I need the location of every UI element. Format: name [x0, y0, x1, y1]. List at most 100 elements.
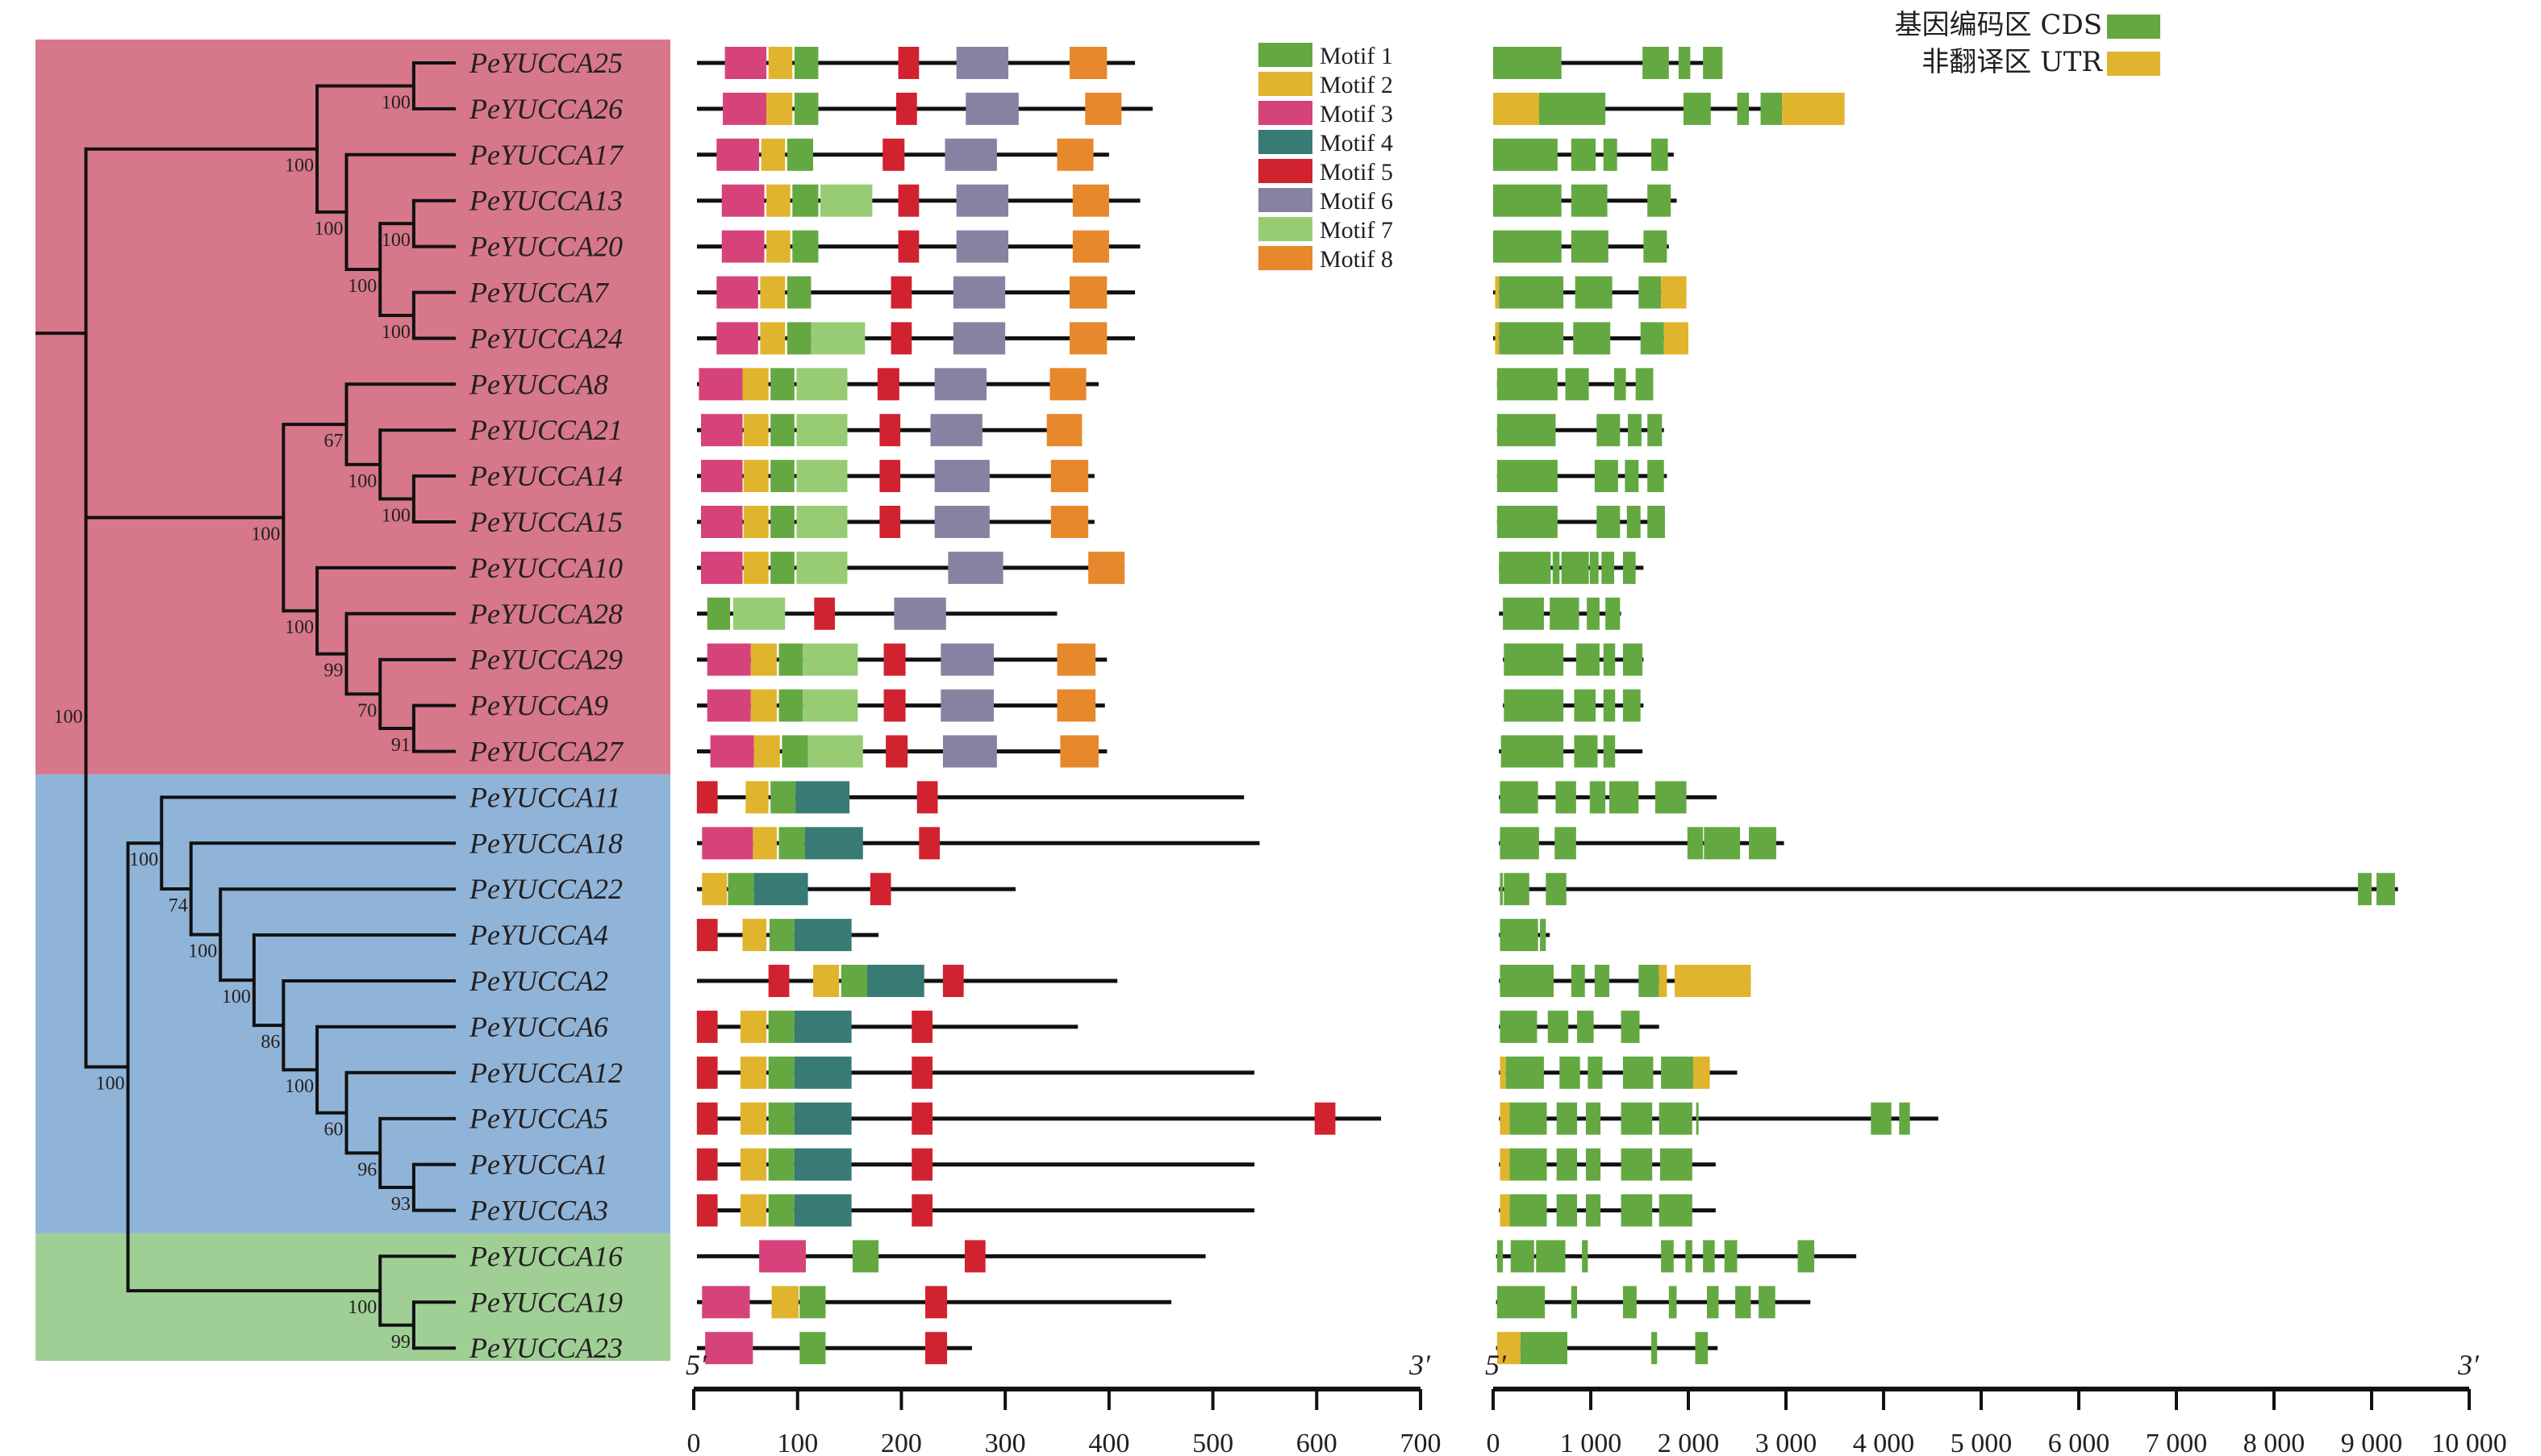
legend-swatch-motif-8 — [1258, 246, 1312, 270]
cds-exon-box — [1561, 551, 1589, 584]
motif-1-box — [794, 92, 819, 125]
structure-row — [1496, 1240, 1857, 1273]
motif-1-box — [778, 689, 803, 722]
legend-label-motif-2: Motif 2 — [1320, 72, 1393, 98]
cds-exon-box — [1500, 781, 1538, 814]
motif-3-box — [699, 368, 743, 401]
gene-label: PeYUCCA24 — [469, 322, 623, 354]
motif-7-box — [820, 184, 873, 217]
motif-2-box — [742, 919, 767, 952]
structure-row — [1499, 1010, 1659, 1043]
legend-label-motif-6: Motif 6 — [1320, 188, 1393, 215]
motif-3-box — [707, 689, 751, 722]
structure-row — [1496, 1332, 1718, 1365]
cds-exon-box — [1538, 92, 1606, 125]
gene-label: PeYUCCA25 — [469, 47, 623, 79]
legend-label-motif-4: Motif 4 — [1320, 130, 1393, 156]
cds-exon-box — [1659, 1194, 1692, 1227]
cds-exon-box — [1735, 1286, 1751, 1319]
structure-tick-label: 5 000 — [1951, 1429, 2013, 1456]
motif-8-box — [1050, 506, 1089, 538]
utr-exon-box — [1495, 276, 1500, 309]
motif-5-box — [912, 1102, 933, 1135]
cds-exon-box — [1621, 1102, 1653, 1135]
motif-5-box — [877, 368, 899, 401]
gene-label: PeYUCCA22 — [469, 873, 623, 905]
gene-label: PeYUCCA27 — [469, 736, 624, 768]
utr-exon-box — [1782, 92, 1845, 125]
motif-8-box — [1069, 322, 1108, 355]
motif-7-box — [811, 322, 866, 355]
legend-label-motif-3: Motif 3 — [1320, 101, 1393, 127]
bootstrap-value: 93 — [391, 1194, 411, 1215]
motif-7-box — [803, 689, 858, 722]
bootstrap-value: 100 — [251, 524, 280, 545]
motif-8-box — [1057, 138, 1094, 171]
bootstrap-value: 60 — [324, 1120, 344, 1141]
utr-exon-box — [1661, 276, 1687, 309]
motif-2-box — [768, 47, 793, 79]
clade-backgrounds — [35, 40, 670, 1361]
motif-row — [697, 230, 1141, 263]
motif-1-box — [770, 460, 795, 493]
cds-exon-box — [1554, 827, 1576, 860]
motif-4-box — [866, 965, 924, 997]
gene-label: PeYUCCA14 — [469, 460, 623, 492]
cds-exon-box — [1797, 1240, 1815, 1273]
legend-label-motif-5: Motif 5 — [1320, 159, 1393, 186]
utr-exon-box — [1500, 1056, 1506, 1089]
bootstrap-value: 100 — [315, 219, 344, 240]
motif-row — [697, 322, 1136, 355]
cds-exon-box — [1737, 92, 1750, 125]
legend-swatch-motif-4 — [1258, 130, 1312, 154]
cds-exon-box — [1678, 47, 1691, 79]
cds-exon-box — [1622, 689, 1641, 722]
cds-exon-box — [1504, 689, 1564, 722]
motif-3-box — [723, 92, 767, 125]
motif-tick-label: 700 — [1400, 1429, 1442, 1456]
bootstrap-value: 100 — [348, 471, 377, 492]
motif-2-box — [766, 184, 791, 217]
motif-8-box — [1060, 735, 1099, 768]
motif-row — [697, 138, 1109, 171]
motif-5-box — [898, 47, 920, 79]
phylogenetic-tree: 1001001001001001001001006791709910010093… — [35, 61, 456, 1353]
legend-swatch-cds — [2107, 15, 2160, 39]
motif-6-box — [953, 276, 1006, 309]
cds-exon-box — [1575, 643, 1600, 676]
cds-exon-box — [1556, 1194, 1578, 1227]
structure-row — [1493, 138, 1674, 171]
bootstrap-value: 100 — [382, 92, 411, 113]
motif-row — [697, 460, 1095, 493]
motif-2-box — [742, 368, 769, 401]
cds-exon-box — [1520, 1332, 1567, 1365]
cds-exon-box — [1499, 551, 1551, 584]
motif-2-box — [740, 1056, 767, 1089]
motif-2-box — [740, 1194, 767, 1227]
bootstrap-value: 100 — [285, 156, 314, 177]
structure-row — [1496, 1286, 1811, 1319]
motif-5-box — [883, 643, 906, 676]
utr-exon-box — [1496, 1332, 1521, 1365]
cds-exon-box — [1759, 1286, 1775, 1319]
motif-5-box — [891, 276, 912, 309]
structure-row — [1499, 1102, 1938, 1135]
motif-5-box — [898, 230, 920, 263]
cds-exon-box — [1589, 781, 1606, 814]
motif-7-box — [796, 368, 848, 401]
cds-exon-box — [1635, 368, 1654, 401]
gene-label: PeYUCCA21 — [469, 414, 623, 446]
motif-8-box — [1088, 551, 1125, 584]
motif-5-box — [879, 460, 901, 493]
cds-exon-box — [1496, 460, 1558, 493]
legend-label-motif-7: Motif 7 — [1320, 217, 1393, 244]
motif-6-box — [934, 368, 987, 401]
gene-label: PeYUCCA26 — [469, 93, 623, 125]
motif-row — [697, 735, 1108, 768]
cds-exon-box — [2376, 873, 2396, 906]
cds-exon-box — [1504, 643, 1564, 676]
motif-1-box — [852, 1240, 879, 1273]
motif-1-box — [786, 138, 814, 171]
motif-1-box — [770, 368, 795, 401]
utr-exon-box — [1495, 322, 1500, 355]
